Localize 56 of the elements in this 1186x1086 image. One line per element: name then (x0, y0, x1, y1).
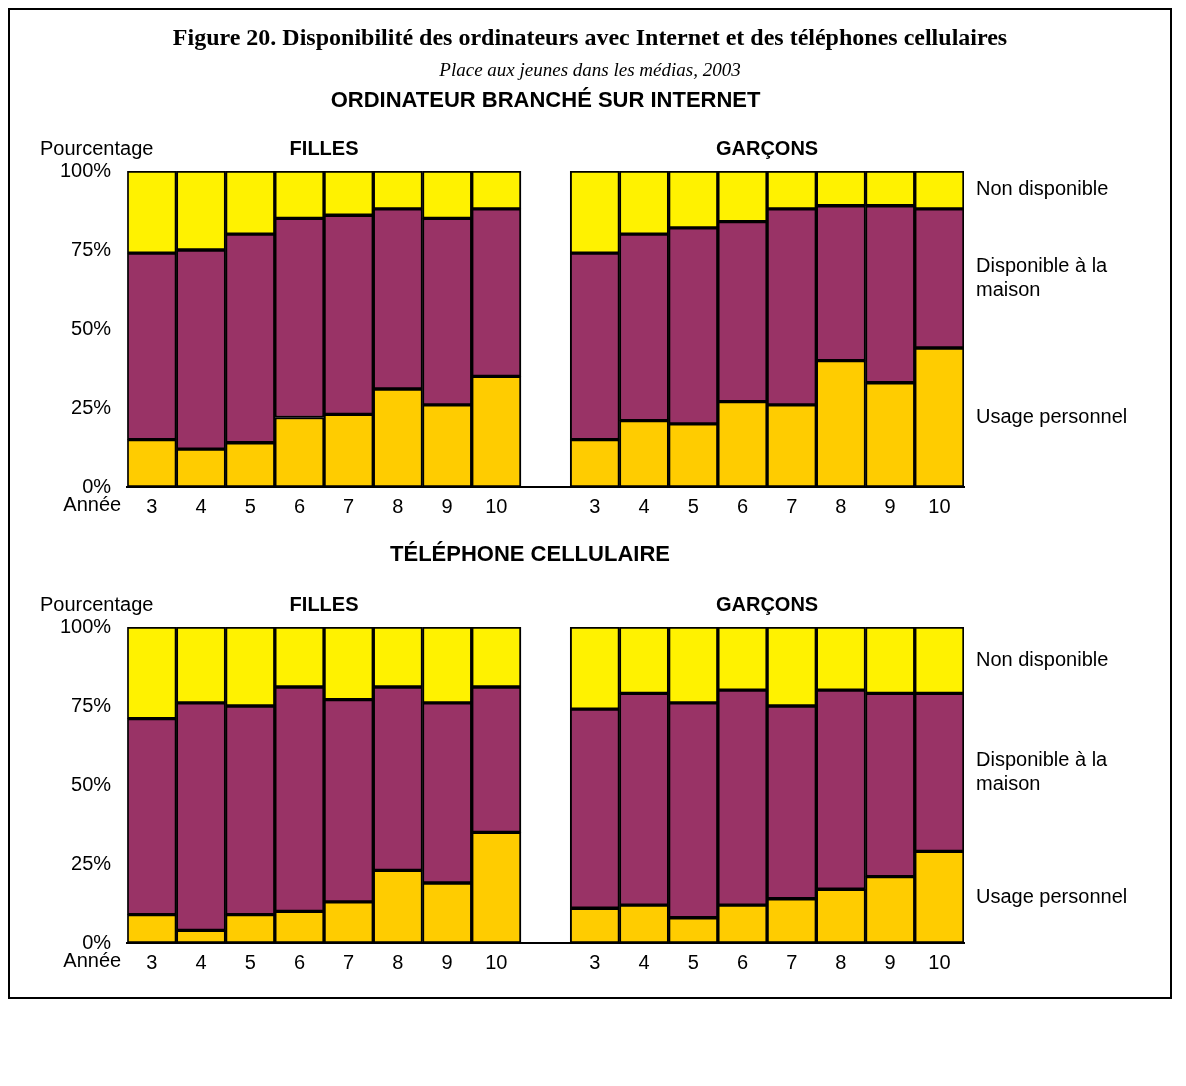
text: FILLES (289, 592, 359, 615)
x-tick-label: 5 (687, 950, 699, 973)
series-label: Usage personnel (976, 405, 1128, 427)
x-tick-label: 8 (835, 494, 847, 517)
y-axis-title: Pourcentage (40, 136, 154, 159)
series-label: Disponible à la maison (976, 747, 1109, 794)
x-tick-label: 7 (343, 494, 355, 517)
chart-subtitle: Place aux jeunes dans les médias, 2003 (438, 59, 742, 81)
x-tick-label: 3 (146, 494, 158, 517)
x-tick-label: 6 (736, 494, 749, 517)
chart-title: Figure 20. Disponibilité des ordinateurs avec Internet et des téléphones cellulaires (171, 24, 1009, 51)
x-tick-label: 7 (786, 950, 798, 973)
text: GARÇONS (715, 136, 819, 159)
x-tick-label: 4 (195, 494, 207, 517)
chart-title: TÉLÉPHONE CELLULAIRE (389, 541, 671, 567)
y-axis-title: Pourcentage (40, 592, 154, 615)
x-tick-label: 4 (638, 494, 650, 517)
y-tick-label: 75% (71, 237, 112, 260)
y-tick-label: 25% (71, 395, 112, 418)
x-tick-label: 6 (293, 950, 306, 973)
x-tick-label: 10 (928, 950, 951, 973)
x-tick-label: 5 (687, 494, 699, 517)
x-tick-label: 3 (146, 950, 158, 973)
x-tick-label: 8 (392, 950, 404, 973)
x-tick-label: 8 (835, 950, 847, 973)
x-tick-label: 5 (244, 494, 256, 517)
y-tick-label: 100% (60, 158, 112, 181)
text: GARÇONS (715, 592, 819, 615)
x-tick-label: 9 (441, 494, 453, 517)
x-tick-label: 5 (244, 950, 256, 973)
y-tick-label: 50% (71, 316, 112, 339)
y-tick-label: 50% (71, 772, 112, 795)
x-tick-label: 7 (786, 494, 798, 517)
x-tick-label: 4 (638, 950, 650, 973)
x-tick-label: 9 (884, 950, 896, 973)
series-label: Non disponible (976, 177, 1109, 200)
y-tick-label: 25% (71, 851, 112, 874)
x-tick-label: 10 (485, 494, 508, 517)
series-label: Non disponible (976, 647, 1109, 670)
y-tick-label: 75% (71, 693, 112, 716)
x-tick-label: 6 (736, 950, 749, 973)
x-tick-label: 6 (293, 494, 306, 517)
text: FILLES (289, 136, 359, 159)
x-tick-label: 8 (392, 494, 404, 517)
x-tick-label: 3 (589, 950, 601, 973)
x-tick-label: 9 (884, 494, 896, 517)
x-tick-label: 4 (195, 950, 207, 973)
y-tick-label: 100% (60, 614, 112, 637)
series-label: Disponible à la maison (976, 253, 1109, 300)
x-tick-label: 10 (928, 494, 951, 517)
x-tick-label: 10 (485, 950, 508, 973)
x-tick-label: 7 (343, 950, 355, 973)
x-tick-label: 9 (441, 950, 453, 973)
x-tick-label: 3 (589, 494, 601, 517)
series-label: Usage personnel (976, 884, 1128, 907)
text: ORDINATEUR BRANCHÉ SUR INTERNET (330, 87, 762, 113)
